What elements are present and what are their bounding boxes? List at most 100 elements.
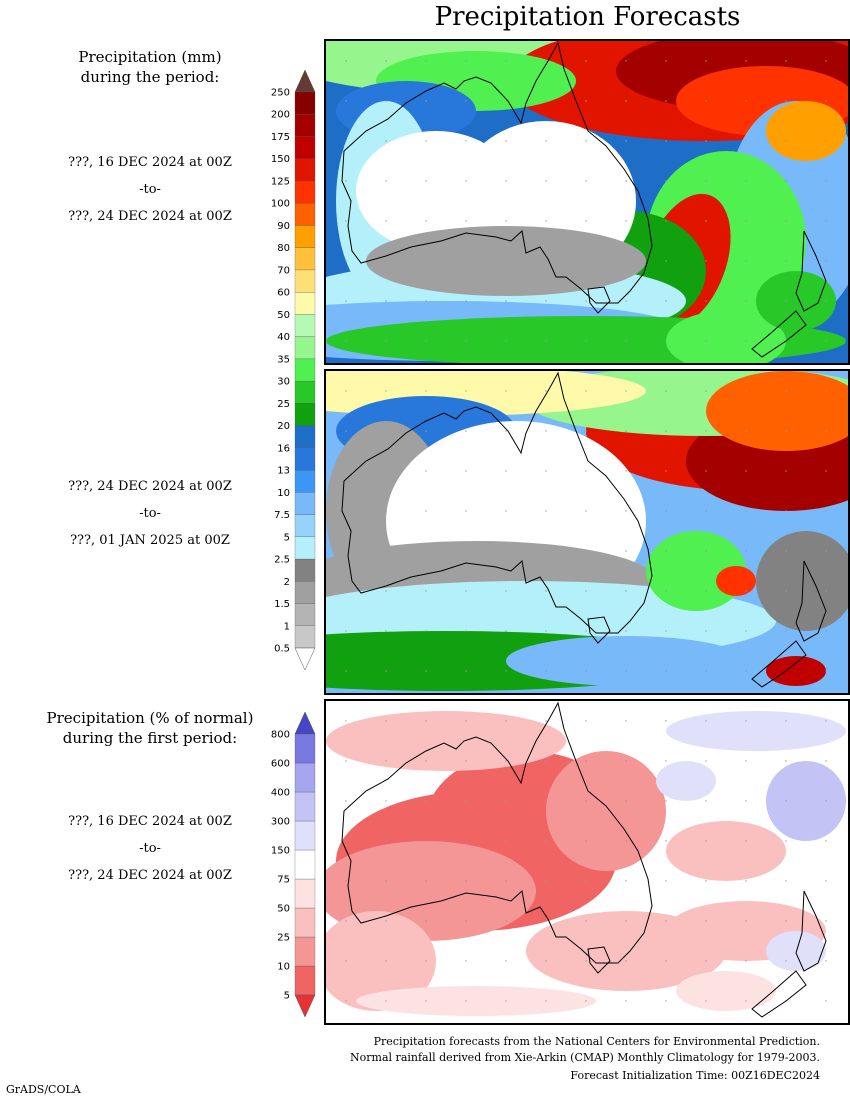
coastline [751, 640, 807, 688]
precip-field-blob [716, 566, 756, 596]
pct-colorbar-max-triangle [294, 712, 316, 735]
legend1-heading: Precipitation (mm) during the period: [40, 47, 260, 87]
map-panel-percent-normal [324, 699, 850, 1025]
mm-colorbar-tick-label: 80 [277, 243, 290, 254]
period1-end: ???, 24 DEC 2024 at 00Z [68, 209, 232, 224]
pct-colorbar-min-triangle [294, 994, 316, 1017]
mm-colorbar-tick-label: 13 [277, 466, 290, 477]
mm-colorbar-tick-label: 90 [277, 221, 290, 232]
mm-colorbar-tick-label: 20 [277, 421, 290, 432]
mm-colorbar-swatch [294, 158, 316, 182]
mm-colorbar-swatch [294, 358, 316, 382]
coastline [795, 230, 827, 312]
mm-colorbar-tick-label: 200 [271, 110, 290, 121]
footer-line3: Forecast Initialization Time: 00Z16DEC20… [570, 1069, 820, 1082]
mm-colorbar-swatch [294, 514, 316, 537]
precip-field-blob [326, 711, 566, 771]
coastline [751, 310, 807, 358]
coastline [795, 560, 827, 642]
period3-end: ???, 24 DEC 2024 at 00Z [68, 868, 232, 883]
precip-field-blob [546, 751, 666, 871]
legend2-heading: Precipitation (% of normal) during the f… [30, 708, 270, 748]
pct-colorbar-tick-label: 10 [277, 962, 290, 973]
mm-colorbar-swatch [294, 469, 316, 493]
pct-colorbar-swatch [294, 820, 316, 851]
mm-colorbar-swatch [294, 447, 316, 471]
mm-colorbar-tick-label: 7.5 [274, 510, 290, 521]
precip-field-blob [506, 636, 746, 686]
mm-colorbar-tick-label: 150 [271, 154, 290, 165]
period2-start: ???, 24 DEC 2024 at 00Z [68, 479, 232, 494]
mm-colorbar-tick-label: 60 [277, 288, 290, 299]
precip-field-blob [356, 986, 596, 1016]
mm-colorbar-swatch [294, 314, 316, 337]
pct-colorbar-swatch [294, 907, 316, 938]
pct-colorbar-swatch [294, 936, 316, 967]
pct-colorbar-swatch [294, 849, 316, 880]
pct-colorbar-tick-label: 75 [277, 875, 290, 886]
map-panel-period2 [324, 369, 850, 695]
period3-label: ???, 16 DEC 2024 at 00Z -to- ???, 24 DEC… [40, 814, 260, 883]
legend1-heading-line2: during the period: [80, 68, 220, 86]
precip-field-blob [666, 821, 786, 881]
precip-percent-colorbar: 5 10 25 50 75 150 300 400 600 800 [271, 712, 316, 1017]
mm-colorbar-tick-label: 16 [277, 443, 290, 454]
pct-colorbar-swatch [294, 733, 316, 764]
pct-colorbar-swatch [294, 878, 316, 909]
precip-field-blob [706, 371, 848, 451]
mm-colorbar-max-triangle [294, 70, 316, 93]
pct-colorbar-tick-label: 800 [271, 730, 290, 741]
legend1-heading-line1: Precipitation (mm) [78, 48, 222, 66]
mm-colorbar-swatch [294, 180, 316, 204]
mm-colorbar-tick-label: 100 [271, 199, 290, 210]
mm-colorbar-tick-label: 35 [277, 354, 290, 365]
legend2-heading-line1: Precipitation (% of normal) [46, 709, 254, 727]
period2-label: ???, 24 DEC 2024 at 00Z -to- ???, 01 JAN… [40, 479, 260, 548]
pct-colorbar-swatch [294, 791, 316, 822]
mm-colorbar-tick-label: 125 [271, 176, 290, 187]
precip-field-blob [756, 531, 848, 631]
mm-colorbar-tick-label: 40 [277, 332, 290, 343]
mm-colorbar-tick-label: 50 [277, 310, 290, 321]
footer-line2: Normal rainfall derived from Xie-Arkin (… [350, 1051, 820, 1064]
period3-sep: -to- [139, 841, 161, 856]
mm-colorbar-swatch [294, 336, 316, 360]
coastline [341, 701, 653, 964]
period1-start: ???, 16 DEC 2024 at 00Z [68, 155, 232, 170]
coastline [341, 371, 653, 634]
mm-colorbar-swatch [294, 269, 316, 293]
mm-colorbar-swatch [294, 492, 316, 515]
pct-colorbar-tick-label: 300 [271, 817, 290, 828]
mm-colorbar-swatch [294, 536, 316, 560]
precip-field-blob [756, 271, 836, 331]
pct-colorbar-swatch [294, 762, 316, 793]
page-title: Precipitation Forecasts [434, 2, 741, 32]
precip-field-blob [526, 911, 726, 991]
mm-colorbar-tick-label: 175 [271, 132, 290, 143]
period2-sep: -to- [139, 506, 161, 521]
mm-colorbar-swatch [294, 247, 316, 271]
mm-colorbar-swatch [294, 225, 316, 248]
mm-colorbar-swatch [294, 203, 316, 226]
precip-map-period2 [326, 371, 848, 693]
mm-colorbar-tick-label: 0.5 [274, 644, 290, 655]
mm-colorbar-tick-label: 2 [284, 577, 290, 588]
mm-colorbar-tick-label: 5 [284, 532, 290, 543]
grads-credit: GrADS/COLA [6, 1083, 81, 1096]
mm-colorbar-swatch [294, 380, 316, 404]
pct-colorbar-tick-label: 25 [277, 933, 290, 944]
pct-colorbar-swatch [294, 965, 316, 996]
mm-colorbar-swatch [294, 625, 316, 649]
precip-field-blob [506, 441, 626, 521]
mm-colorbar-swatch [294, 558, 316, 582]
coastline [587, 286, 611, 314]
pct-colorbar-tick-label: 400 [271, 788, 290, 799]
period1-label: ???, 16 DEC 2024 at 00Z -to- ???, 24 DEC… [40, 155, 260, 224]
mm-colorbar-min-triangle [294, 647, 316, 670]
precip-field-blob [666, 311, 786, 363]
mm-colorbar-swatch [294, 581, 316, 604]
coastline [587, 946, 611, 974]
mm-colorbar-tick-label: 250 [271, 88, 290, 99]
pct-colorbar-tick-label: 150 [271, 846, 290, 857]
mm-colorbar-swatch [294, 425, 316, 448]
